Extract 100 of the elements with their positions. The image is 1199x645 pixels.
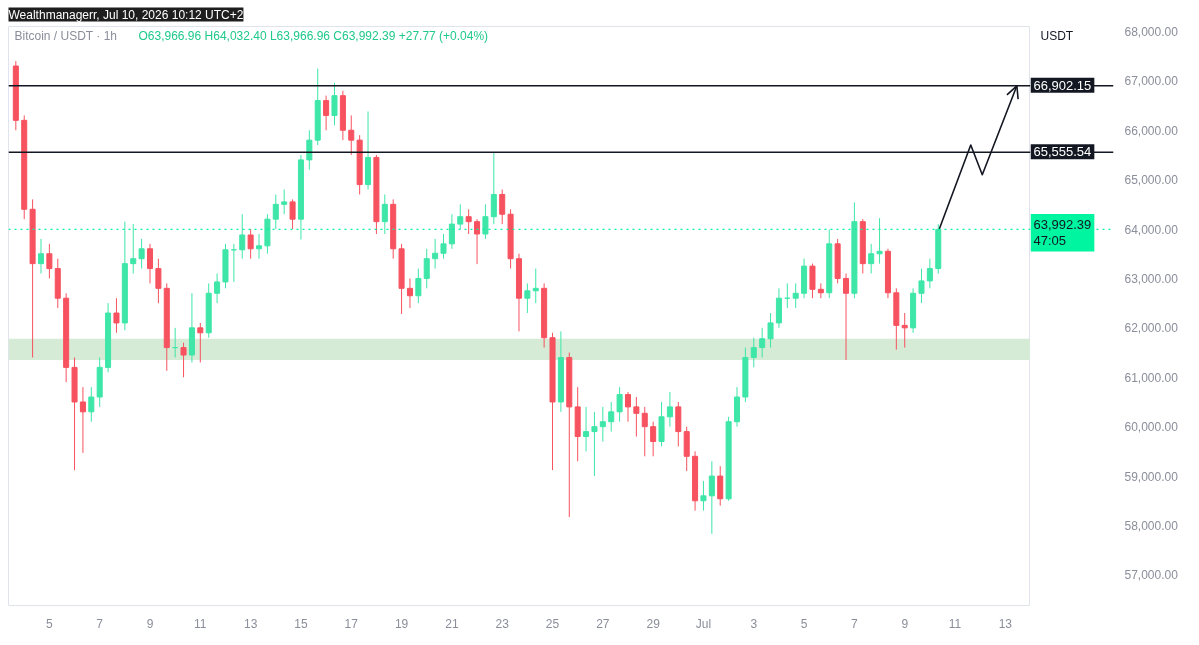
candlestick [616,386,623,423]
candlestick [348,114,355,156]
x-tick-label: 19 [394,616,409,631]
x-tick-label: 11 [194,616,207,631]
candlestick [750,337,757,368]
y-tick-label: 58,000.00 [1124,518,1179,533]
y-tick-label: 62,000.00 [1124,321,1179,336]
candlestick [532,268,539,304]
candlestick [46,243,53,279]
candlestick [214,273,221,304]
ref-line-label: 63,992.39 47:05 [1033,216,1092,249]
candlestick [583,406,590,452]
candlestick [88,386,95,423]
y-axis-title: USDT [1040,28,1074,43]
y-tick-label: 64,000.00 [1124,222,1179,237]
chart-title: Bitcoin / USDT · 1h [14,28,117,43]
candlestick [633,396,640,438]
candlestick [817,282,824,299]
candlestick [666,391,673,428]
y-tick-label: 67,000.00 [1124,74,1179,89]
candlestick [440,233,447,260]
y-tick-label: 61,000.00 [1124,370,1179,385]
candlestick [524,282,531,314]
x-tick-label: 5 [46,616,54,631]
x-tick-label: 11 [948,616,962,631]
x-tick-label: 9 [146,616,154,631]
x-tick-label: Jul [695,616,712,631]
candlestick [490,151,497,225]
candlestick [432,238,439,270]
candlestick [641,406,648,457]
candlestick [289,198,296,230]
x-tick-label: 5 [800,616,808,631]
candlestick [197,322,204,363]
candlestick [381,193,388,235]
candlestick [448,213,455,250]
candlestick [482,203,489,240]
candlestick [499,189,506,225]
candlestick [155,258,162,304]
x-tick-label: 7 [851,616,859,631]
x-tick-label: 15 [294,616,308,631]
x-tick-label: 25 [545,616,560,631]
candlestick [37,238,45,275]
candlestick [759,327,766,358]
candlestick [247,228,254,260]
y-tick-label: 65,000.00 [1124,173,1179,188]
candlestick [591,411,598,477]
candlestick [138,238,145,270]
x-tick-label: 17 [344,616,359,631]
y-tick-label: 68,000.00 [1124,24,1179,39]
x-tick-label: 3 [750,616,758,631]
y-tick-label: 57,000.00 [1124,568,1179,583]
ref-line-label: 66,902.15 [1033,77,1092,93]
candlestick [415,268,422,304]
candlestick [926,258,933,289]
candlestick [624,391,631,423]
candlestick [599,406,606,442]
candlestick [180,342,187,378]
y-tick-label: 66,000.00 [1124,123,1179,138]
candlestick [281,189,288,215]
candlestick [700,480,707,512]
candlestick [256,233,263,260]
candlestick [868,243,875,275]
candlestick [843,273,850,361]
x-tick-label: 21 [445,616,459,631]
candlestick [918,268,925,304]
candlestick [306,129,313,171]
x-tick-label: 23 [495,616,510,631]
x-tick-label: 7 [96,616,104,631]
candlestick [767,312,774,349]
candlestick [272,193,279,230]
ref-line-label: 65,555.54 [1033,144,1092,160]
candlestick [406,277,413,309]
candlestick [423,248,430,289]
candlestick [465,208,472,235]
candlestick [331,82,338,126]
candlestick [876,217,883,265]
candlestick [113,297,120,334]
candlestick [901,312,908,349]
x-tick-label: 13 [998,616,1013,631]
candlestick [323,95,330,131]
candlestick [146,243,154,284]
x-tick-label: 27 [596,616,610,631]
text: Wealthmanagerr, Jul 10, 2026 10:12 UTC+2 [8,7,244,22]
candlestick [792,282,799,309]
candlestick [717,465,724,507]
candlestick [708,460,715,535]
candlestick [130,223,137,275]
candlestick [79,386,86,454]
x-tick-label: 9 [901,616,909,631]
candlestick [809,263,816,299]
chart-subtitle: O63,966.96 H64,032.40 L63,966.96 C63,992.39 +27.77 (+0.04%) [138,28,489,43]
x-tick-label: 29 [646,616,661,631]
candlestick [608,401,615,433]
y-tick-label: 59,000.00 [1124,469,1179,484]
y-tick-label: 60,000.00 [1124,420,1179,435]
y-tick-label: 63,000.00 [1124,271,1179,286]
candlestick [457,203,464,230]
candlestick [650,421,657,457]
candlestick [474,218,481,265]
x-tick-label: 13 [243,616,258,631]
